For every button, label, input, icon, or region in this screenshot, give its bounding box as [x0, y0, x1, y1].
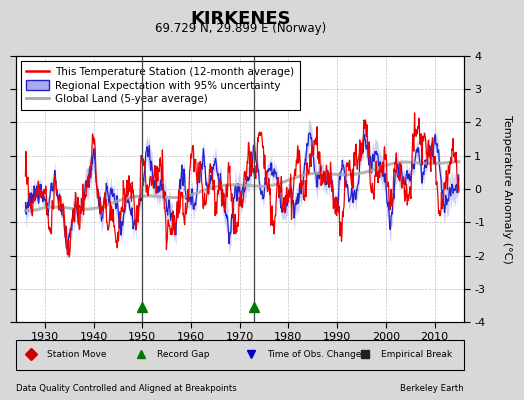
- Text: Record Gap: Record Gap: [157, 350, 210, 359]
- Y-axis label: Temperature Anomaly (°C): Temperature Anomaly (°C): [502, 115, 512, 263]
- Legend: This Temperature Station (12-month average), Regional Expectation with 95% uncer: This Temperature Station (12-month avera…: [21, 61, 300, 110]
- Text: 69.729 N, 29.899 E (Norway): 69.729 N, 29.899 E (Norway): [156, 22, 326, 35]
- Text: KIRKENES: KIRKENES: [191, 10, 291, 28]
- Text: Berkeley Earth: Berkeley Earth: [400, 384, 464, 393]
- Text: Empirical Break: Empirical Break: [381, 350, 452, 359]
- Text: Data Quality Controlled and Aligned at Breakpoints: Data Quality Controlled and Aligned at B…: [16, 384, 236, 393]
- Text: Station Move: Station Move: [47, 350, 106, 359]
- Text: Time of Obs. Change: Time of Obs. Change: [267, 350, 361, 359]
